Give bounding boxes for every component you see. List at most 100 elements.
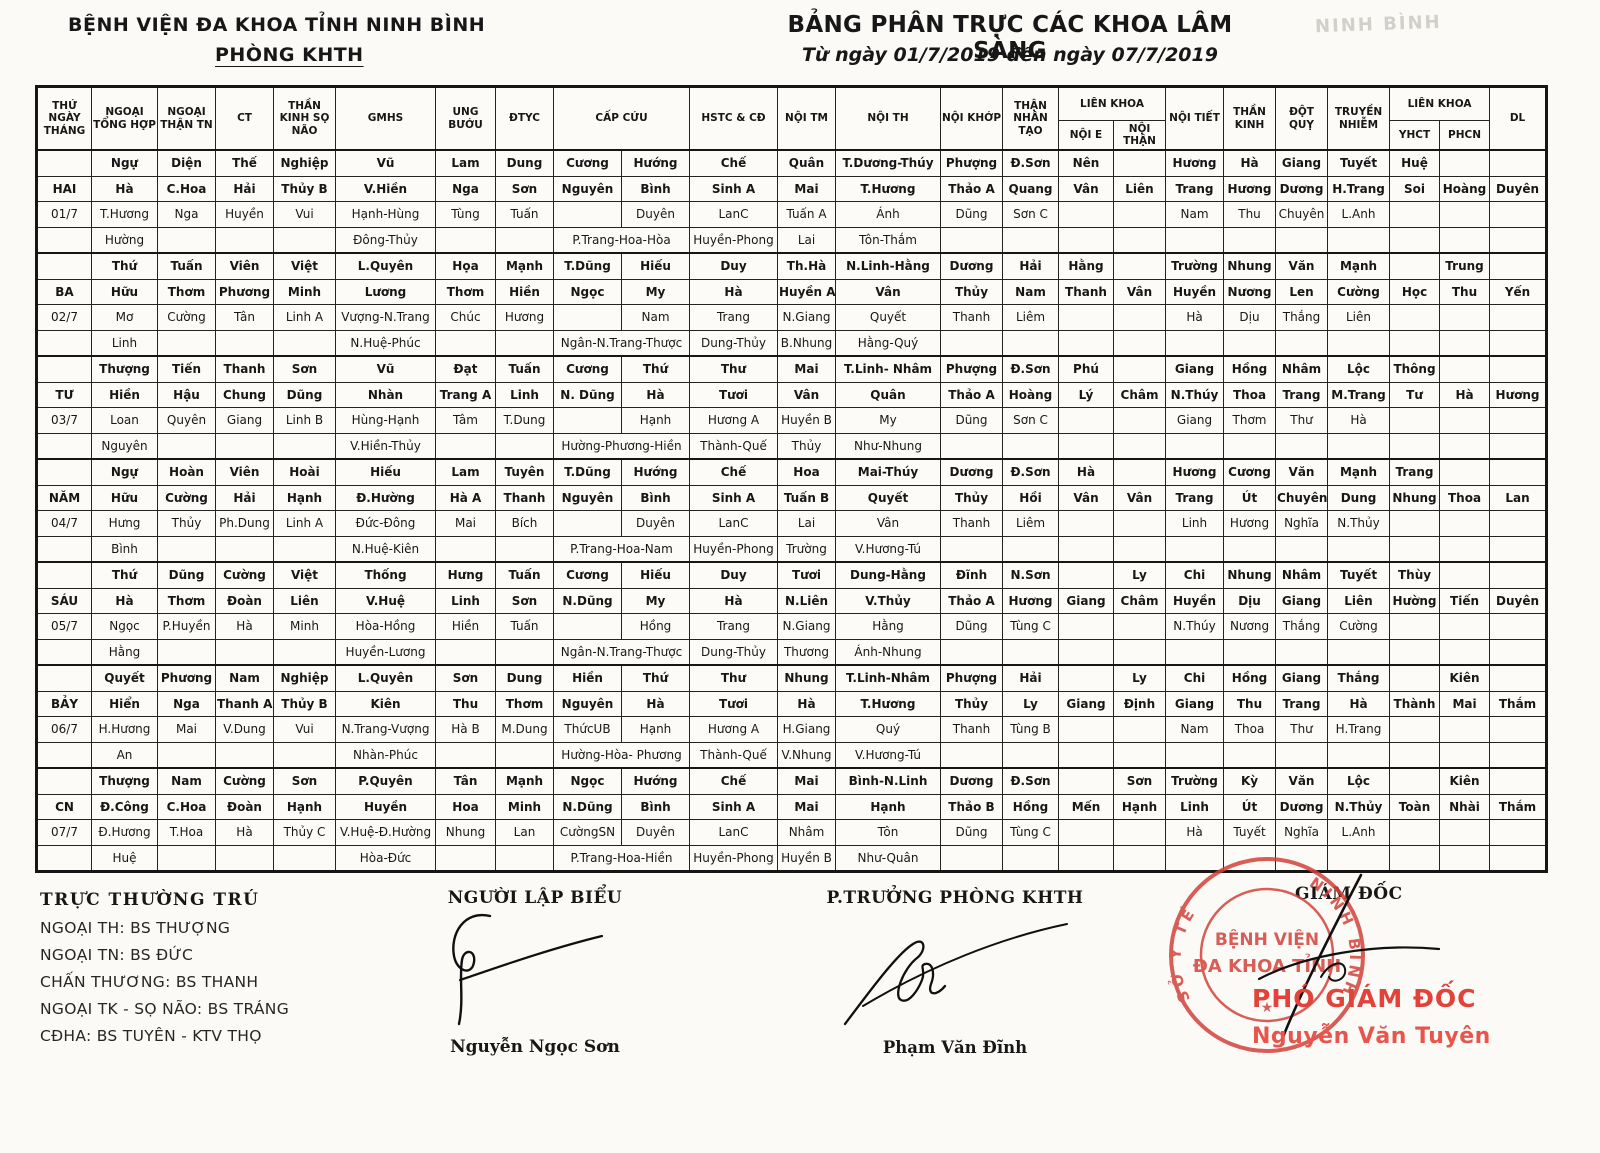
duty-cell: Bình	[621, 793, 690, 820]
duty-cell	[1112, 510, 1167, 537]
duty-cell: Sơn C	[1002, 407, 1059, 434]
duty-cell: Bích	[495, 510, 554, 537]
duty-cell	[1112, 226, 1167, 254]
duty-cell	[1223, 638, 1277, 666]
duty-cell	[1112, 432, 1167, 460]
duty-cell: Nghiệp	[273, 664, 336, 692]
duty-cell: Lộc	[1327, 355, 1391, 383]
table-row: BẢY Hiển Nga Thanh A Thủy B Kiên Thu Thơm Nguyên…	[36, 690, 1548, 717]
column-header: YHCT	[1389, 120, 1441, 151]
duty-cell: Thoa	[1439, 484, 1491, 511]
duty-cell: Trang A	[435, 381, 496, 408]
date-cell: 04/7	[36, 510, 92, 537]
day-cell	[36, 149, 92, 177]
duty-cell: Mạnh	[495, 767, 554, 795]
duty-cell: Thoa	[1223, 381, 1277, 408]
report-maker-name: Nguyễn Ngọc Sơn	[450, 1037, 620, 1057]
duty-cell: T.Hoa	[157, 819, 216, 846]
day-name-cell: CN	[36, 793, 92, 820]
duty-cell	[1223, 535, 1277, 563]
duty-cell: Lương	[335, 278, 436, 305]
duty-cell: Trang	[689, 304, 778, 331]
duty-cell	[1112, 458, 1167, 486]
duty-cell: L.Anh	[1327, 819, 1391, 846]
duty-cell	[1223, 741, 1277, 769]
duty-cell: Chế	[689, 458, 778, 486]
duty-cell: Lai	[777, 226, 836, 254]
table-row: CN Đ.Công C.Hoa Đoàn Hạnh Huyền Hoa Minh N.Dũng B…	[36, 793, 1548, 820]
duty-cell	[435, 844, 496, 872]
duty-cell: Hà	[91, 175, 158, 202]
standing-duty-block: TRỰC THƯỜNG TRÚ NGOẠI TH: BS THƯỢNG NGOẠ…	[40, 890, 289, 1045]
duty-cell: Hạnh	[621, 407, 690, 434]
duty-cell	[1112, 535, 1167, 563]
duty-cell: Nguyên	[553, 484, 622, 511]
duty-cell: Thu	[1223, 201, 1277, 228]
duty-cell: Thanh	[940, 510, 1003, 537]
column-header: CẤP CỨU	[553, 85, 690, 151]
duty-cell: Tuấn B	[777, 484, 836, 511]
duty-cell	[1489, 252, 1548, 280]
duty-cell	[1112, 201, 1167, 228]
duty-cell	[1058, 844, 1114, 872]
duty-cell: V.Nhung	[777, 741, 836, 769]
day-cell	[36, 767, 92, 795]
duty-cell: Vui	[273, 201, 336, 228]
duty-cell: Chi	[1165, 664, 1225, 692]
duty-cell: Lam	[435, 149, 496, 177]
duty-cell: Thảo A	[940, 381, 1003, 408]
duty-cell: T.Hương	[835, 690, 941, 717]
column-header: NỘI E	[1058, 120, 1114, 151]
duty-cell: N.Sơn	[1002, 561, 1059, 589]
duty-cell	[1489, 226, 1548, 254]
duty-cell: Dung	[1327, 484, 1391, 511]
duty-cell	[1058, 201, 1114, 228]
duty-cell: Cương	[553, 355, 622, 383]
duty-cell	[495, 535, 554, 563]
director-block: GIÁM ĐỐC SỞ Y TẾ NINH BÌNH BỆNH VIỆN ĐA …	[1140, 857, 1580, 1153]
stamp-star: ★	[1261, 1000, 1274, 1016]
duty-cell: Thắng	[1327, 664, 1391, 692]
duty-cell: Bình	[91, 535, 158, 563]
duty-cell	[940, 638, 1003, 666]
duty-cell	[1489, 304, 1548, 331]
duty-cell: Lộc	[1327, 767, 1391, 795]
duty-cell: LanC	[689, 201, 778, 228]
duty-cell	[1058, 407, 1114, 434]
deputy-director-title: PHÓ GIÁM ĐỐC	[1252, 984, 1477, 1013]
duty-cell: Linh A	[273, 510, 336, 537]
date-cell: 05/7	[36, 613, 92, 640]
duty-cell: Ánh	[835, 201, 941, 228]
duty-cell	[1489, 535, 1548, 563]
duty-cell: N.Thúy	[1165, 613, 1225, 640]
duty-cell: Út	[1223, 484, 1277, 511]
duty-cell: Thanh	[495, 484, 554, 511]
duty-cell: Hiếu	[621, 561, 690, 589]
duty-cell	[1058, 535, 1114, 563]
duty-cell: Loan	[91, 407, 158, 434]
duty-cell: Định	[1112, 690, 1167, 717]
duty-cell: Quyết	[91, 664, 158, 692]
duty-cell: Hữu	[91, 484, 158, 511]
duty-cell	[553, 304, 622, 331]
duty-cell: M.Trang	[1327, 381, 1391, 408]
duty-cell: Hà	[621, 381, 690, 408]
duty-cell: Hằng	[835, 613, 941, 640]
duty-cell: Quân	[777, 149, 836, 177]
column-header: THẦN KINH SỌ NÃO	[273, 85, 336, 151]
duty-cell: Thông	[1389, 355, 1441, 383]
duty-cell	[273, 638, 336, 666]
duty-cell: Linh	[495, 381, 554, 408]
duty-cell: Thắng	[1275, 613, 1329, 640]
khth-head-title: P.TRƯỞNG PHÒNG KHTH	[826, 888, 1084, 908]
duty-cell: Giang	[1275, 664, 1329, 692]
duty-cell: Hạnh-Hùng	[335, 201, 436, 228]
duty-cell	[157, 844, 216, 872]
duty-cell: Nhung	[435, 819, 496, 846]
column-header: NGOẠI TỔNG HỢP	[91, 85, 158, 151]
duty-cell: Hải	[215, 484, 274, 511]
table-row: Hằng Huyền-Lương Ngân-N.Trang-Thược Dung-Th…	[36, 638, 1548, 666]
day-cell	[36, 458, 92, 486]
duty-cell: Dung-Thủy	[689, 638, 778, 666]
duty-cell: Hà	[689, 587, 778, 614]
